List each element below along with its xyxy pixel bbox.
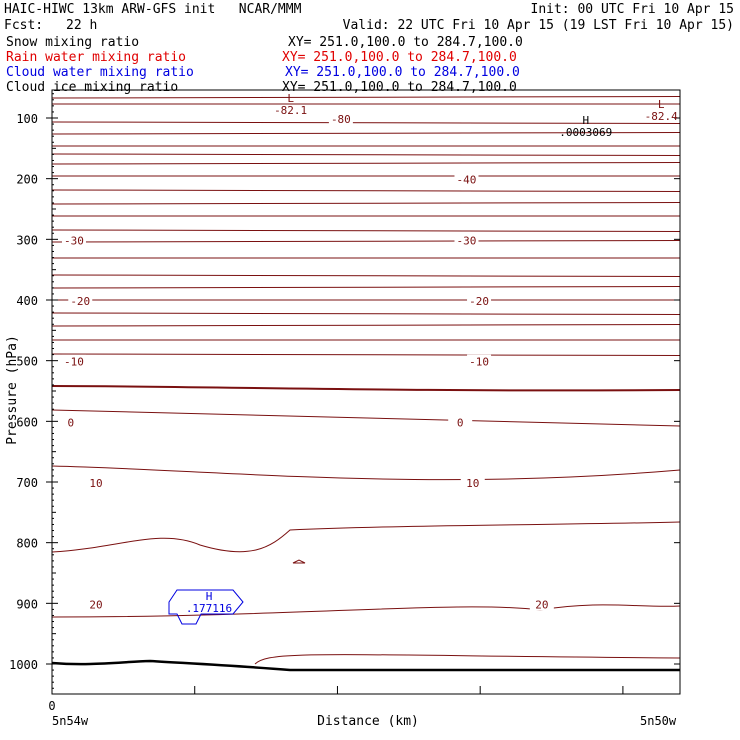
contour-label: -40: [457, 174, 477, 187]
x-tick-zero: 0: [48, 699, 55, 713]
isotherm-line: [51, 132, 681, 135]
contour-label-bg: [529, 597, 554, 611]
contour-label-bg: [454, 172, 479, 186]
y-tick-label: 600: [16, 415, 38, 429]
extremum-value: -82.4: [645, 110, 678, 123]
terrain-line: [51, 659, 680, 672]
isotherm-line: [51, 521, 681, 553]
freezing-level-line: [51, 385, 681, 392]
forecast-value: 22 h: [66, 18, 98, 33]
isotherm-line: [254, 654, 681, 665]
isotherm-line: [51, 202, 681, 205]
contour-label: -30: [64, 234, 84, 247]
contour-label-bg: [58, 415, 83, 429]
y-tick-label: 700: [16, 476, 38, 490]
y-tick-label: 500: [16, 355, 38, 369]
cloud-water-contour: [168, 589, 244, 625]
contour-label: 0: [457, 416, 464, 429]
contour-label: 20: [89, 598, 102, 611]
isotherm-line: [51, 465, 681, 481]
isotherm-line: [51, 353, 681, 356]
plot-title: HAIC-HIWC 13km ARW-GFS init NCAR/MMM: [4, 2, 302, 17]
contour-label: -20: [70, 295, 90, 308]
y-tick-label: 900: [16, 597, 38, 611]
y-tick-label: 1000: [9, 658, 38, 672]
extremum-symbol: L: [658, 98, 665, 111]
field-cloud-water-name: Cloud water mixing ratio: [6, 65, 194, 80]
contour-label: -10: [469, 356, 489, 369]
contour-label: -80: [331, 113, 351, 126]
y-axis-label: Pressure (hPa): [5, 335, 20, 445]
extremum-symbol: L: [287, 92, 294, 105]
isotherm-line: [51, 229, 681, 232]
y-tick-label: 300: [16, 233, 38, 247]
contour-label-bg: [83, 476, 108, 489]
isotherm-line: [51, 409, 681, 427]
isotherm-line: [51, 274, 681, 277]
field-cloud-water-xy: XY= 251.0,100.0 to 284.7,100.0: [285, 65, 520, 80]
contour-label-bg: [68, 294, 93, 307]
contour-label-bg: [448, 415, 473, 429]
y-tick-label: 100: [16, 112, 38, 126]
contour-label-bg: [61, 354, 86, 368]
valid-time: Valid: 22 UTC Fri 10 Apr 15 (19 LST Fri …: [342, 18, 734, 33]
contour-label: 20: [535, 598, 548, 611]
x-axis-label: Distance (km): [317, 714, 419, 729]
init-time: Init: 00 UTC Fri 10 Apr 15: [530, 2, 735, 17]
contour-label-bg: [83, 597, 108, 611]
isotherm-line: [51, 324, 681, 327]
contour-label: -30: [457, 234, 477, 247]
y-tick-label: 400: [16, 294, 38, 308]
plot-frame: [51, 89, 681, 695]
extremum-value: -82.1: [274, 104, 307, 117]
isotherm-line: [51, 604, 681, 618]
extremum-symbol: H: [206, 590, 213, 603]
field-rain-name: Rain water mixing ratio: [6, 50, 187, 65]
contour-label-bg: [460, 476, 485, 489]
plot-border: [51, 89, 681, 695]
x-left-label: 5n54w: [52, 714, 89, 728]
field-rain-xy: XY= 251.0,100.0 to 284.7,100.0: [282, 50, 517, 65]
isotherm-line: [51, 286, 681, 289]
x-right-label: 5n50w: [640, 714, 677, 728]
contour-label-bg: [454, 233, 479, 247]
contour-label-bg: [328, 112, 353, 125]
extremum-value: .0003069: [559, 126, 612, 139]
isotherm-line: [51, 96, 681, 99]
contour-labels: -30 -20 -10 0 10 20 -80 -40 -30 -20 -10 0 10 20: [58, 112, 554, 611]
isotherm-small-closed-contour: [292, 559, 306, 564]
isotherm-line: [51, 121, 681, 124]
field-cloud-ice-xy: XY= 251.0,100.0 to 284.7,100.0: [282, 80, 517, 95]
contour-label: -20: [469, 295, 489, 308]
isotherm-line: [51, 312, 681, 315]
isotherm-line: [51, 240, 681, 243]
contour-label: 10: [89, 477, 102, 490]
isotherm-lines: [51, 96, 681, 665]
isotherm-line: [51, 153, 681, 156]
contour-label-bg: [61, 233, 86, 247]
forecast-label: Fcst:: [4, 18, 44, 33]
field-cloud-ice-name: Cloud ice mixing ratio: [6, 80, 179, 95]
contour-label: 0: [68, 416, 75, 429]
extremum-value: .177116: [186, 602, 232, 615]
contour-label-bg: [467, 354, 492, 368]
isotherm-line: [51, 162, 681, 165]
contour-label-bg: [467, 294, 492, 307]
y-tick-label: 800: [16, 537, 38, 551]
field-snow-xy: XY= 251.0,100.0 to 284.7,100.0: [288, 35, 523, 50]
contour-label: -10: [64, 356, 84, 369]
contour-label: 10: [466, 477, 479, 490]
field-snow-name: Snow mixing ratio: [6, 35, 140, 50]
extremum-symbol: H: [582, 114, 589, 127]
isotherm-line: [51, 189, 681, 192]
terrain-surface: [51, 659, 680, 672]
y-tick-label: 200: [16, 173, 38, 187]
